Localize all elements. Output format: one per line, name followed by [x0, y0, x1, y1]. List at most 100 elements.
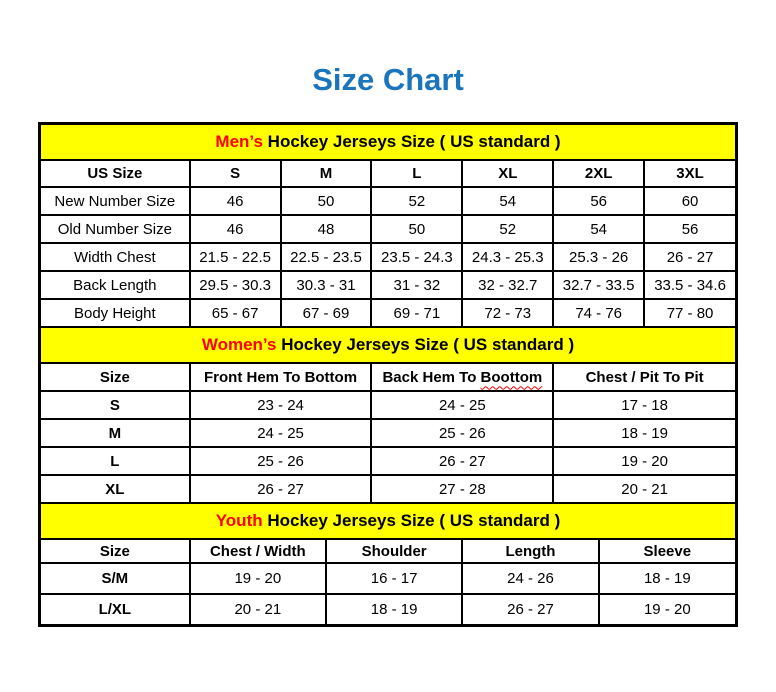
youth-band-text: Hockey Jerseys Size ( US standard )	[262, 511, 561, 530]
column-header: Length	[461, 540, 600, 564]
womens-band-text: Hockey Jerseys Size ( US standard )	[276, 335, 575, 354]
size-cell: 72 - 73	[461, 298, 555, 326]
size-cell: 26 - 27	[188, 474, 373, 502]
column-header: Back Hem To Boottom	[370, 364, 555, 392]
column-header: 3XL	[643, 161, 735, 188]
size-cell: 30.3 - 31	[279, 270, 373, 300]
youth-band: Youth Hockey Jerseys Size ( US standard …	[41, 502, 735, 540]
column-header: M	[279, 161, 373, 188]
size-cell: 32 - 32.7	[461, 270, 555, 300]
size-cell: 46	[188, 214, 282, 244]
size-cell: 33.5 - 34.6	[643, 270, 735, 300]
table-row: XL 26 - 27 27 - 28 20 - 21	[41, 474, 735, 502]
row-label: L/XL	[41, 593, 191, 624]
size-cell: 20 - 21	[552, 474, 735, 502]
row-label: S/M	[41, 562, 191, 595]
size-cell: 26 - 27	[643, 242, 735, 272]
size-cell: 19 - 20	[597, 593, 735, 624]
column-header: US Size	[41, 161, 191, 188]
column-header: Shoulder	[324, 540, 464, 564]
size-cell: 50	[279, 186, 373, 216]
size-cell: 19 - 20	[188, 562, 327, 595]
column-header: 2XL	[552, 161, 646, 188]
mens-band: Men’s Hockey Jerseys Size ( US standard …	[41, 125, 735, 161]
row-label: M	[41, 418, 191, 448]
size-cell: 22.5 - 23.5	[279, 242, 373, 272]
mens-size-table: US Size S M L XL 2XL 3XL New Number Size 46 50 52 5…	[41, 161, 735, 326]
row-label: Body Height	[41, 298, 191, 326]
size-cell: 20 - 21	[188, 593, 327, 624]
header-row: US Size S M L XL 2XL 3XL	[41, 161, 735, 188]
table-row: S/M 19 - 20 16 - 17 24 - 26 18 - 19	[41, 562, 735, 595]
size-cell: 25 - 26	[370, 418, 555, 448]
size-cell: 21.5 - 22.5	[188, 242, 282, 272]
size-cell: 50	[370, 214, 464, 244]
womens-band-highlight: Women’s	[201, 335, 277, 354]
row-label: Width Chest	[41, 242, 191, 272]
size-cell: 54	[461, 186, 555, 216]
size-cell: 24 - 25	[370, 390, 555, 420]
size-cell: 23 - 24	[188, 390, 373, 420]
row-label: New Number Size	[41, 186, 191, 216]
size-cell: 24 - 25	[188, 418, 373, 448]
header-row: Size Front Hem To Bottom Back Hem To Boott…	[41, 364, 735, 392]
table-row: Back Length 29.5 - 30.3 30.3 - 31 31 - 32 32…	[41, 270, 735, 300]
column-header: XL	[461, 161, 555, 188]
column-header: Chest / Pit To Pit	[552, 364, 735, 392]
table-row: L 25 - 26 26 - 27 19 - 20	[41, 446, 735, 476]
table-row: Body Height 65 - 67 67 - 69 69 - 71 72 - 73 7…	[41, 298, 735, 326]
size-cell: 46	[188, 186, 282, 216]
size-cell: 32.7 - 33.5	[552, 270, 646, 300]
table-row: Width Chest 21.5 - 22.5 22.5 - 23.5 23.5 - …	[41, 242, 735, 272]
size-cell: 65 - 67	[188, 298, 282, 326]
size-cell: 18 - 19	[552, 418, 735, 448]
mens-band-text: Hockey Jerseys Size ( US standard )	[262, 132, 561, 151]
size-cell: 17 - 18	[552, 390, 735, 420]
row-label: Back Length	[41, 270, 191, 300]
size-cell: 23.5 - 24.3	[370, 242, 464, 272]
section-mens: Men’s Hockey Jerseys Size ( US standard …	[41, 125, 735, 326]
misspelled-word: Boottom	[480, 368, 543, 386]
size-cell: 77 - 80	[643, 298, 735, 326]
size-cell: 25.3 - 26	[552, 242, 646, 272]
size-cell: 60	[643, 186, 735, 216]
column-header: Size	[41, 364, 191, 392]
size-cell: 48	[279, 214, 373, 244]
section-womens: Women’s Hockey Jerseys Size ( US standar…	[41, 326, 735, 502]
size-cell: 52	[370, 186, 464, 216]
column-header: S	[188, 161, 282, 188]
column-header: Front Hem To Bottom	[188, 364, 373, 392]
table-row: New Number Size 46 50 52 54 56 60	[41, 186, 735, 216]
table-row: S 23 - 24 24 - 25 17 - 18	[41, 390, 735, 420]
size-chart: Men’s Hockey Jerseys Size ( US standard …	[38, 122, 738, 627]
size-cell: 56	[643, 214, 735, 244]
mens-band-highlight: Men’s	[215, 132, 263, 151]
size-cell: 26 - 27	[461, 593, 600, 624]
size-cell: 16 - 17	[324, 562, 464, 595]
size-cell: 67 - 69	[279, 298, 373, 326]
table-row: Old Number Size 46 48 50 52 54 56	[41, 214, 735, 244]
size-cell: 54	[552, 214, 646, 244]
size-cell: 18 - 19	[597, 562, 735, 595]
size-cell: 18 - 19	[324, 593, 464, 624]
table-row: M 24 - 25 25 - 26 18 - 19	[41, 418, 735, 448]
row-label: L	[41, 446, 191, 476]
page-title: Size Chart	[312, 62, 464, 97]
size-cell: 69 - 71	[370, 298, 464, 326]
section-youth: Youth Hockey Jerseys Size ( US standard …	[41, 502, 735, 624]
size-cell: 29.5 - 30.3	[188, 270, 282, 300]
youth-size-table: Size Chest / Width Shoulder Length Sleeve S/M…	[41, 540, 735, 624]
column-header: Sleeve	[597, 540, 735, 564]
table-row: L/XL 20 - 21 18 - 19 26 - 27 19 - 20	[41, 593, 735, 624]
size-cell: 19 - 20	[552, 446, 735, 476]
size-cell: 74 - 76	[552, 298, 646, 326]
size-cell: 56	[552, 186, 646, 216]
size-cell: 26 - 27	[370, 446, 555, 476]
size-cell: 52	[461, 214, 555, 244]
womens-size-table: Size Front Hem To Bottom Back Hem To Boott…	[41, 364, 735, 502]
youth-band-highlight: Youth	[215, 511, 263, 530]
size-cell: 31 - 32	[370, 270, 464, 300]
row-label: XL	[41, 474, 191, 502]
row-label: S	[41, 390, 191, 420]
column-header: L	[370, 161, 464, 188]
